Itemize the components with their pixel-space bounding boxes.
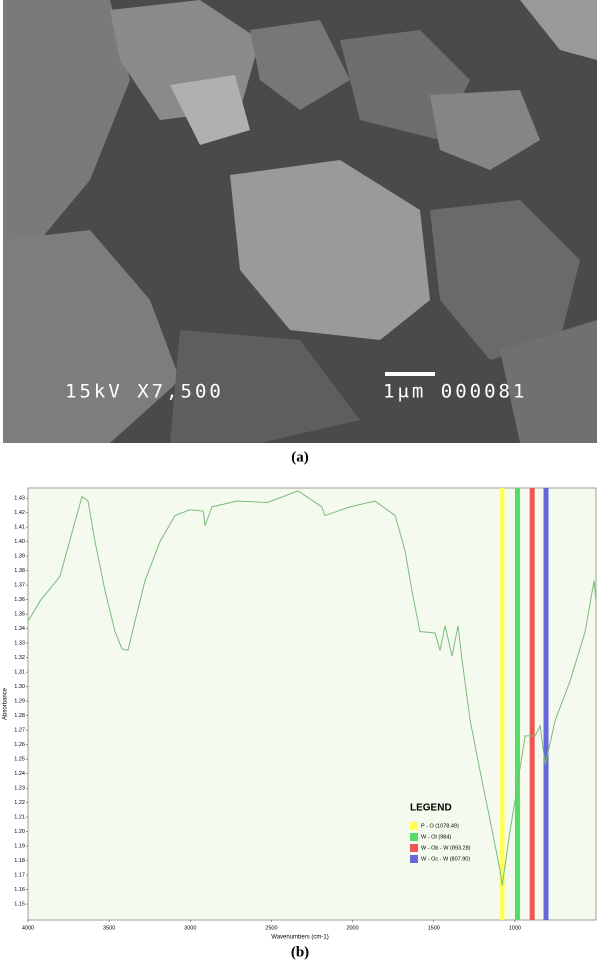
panel-label: (a) — [291, 449, 309, 465]
y-tick-label: 1.27 — [14, 728, 25, 734]
x-axis-label: Wavenumbers (cm-1) — [271, 935, 328, 941]
y-tick-label: 1.19 — [14, 844, 25, 850]
y-tick-label: 1.26 — [14, 742, 25, 748]
y-tick-label: 1.21 — [14, 815, 25, 821]
y-axis-label: Absorbance — [3, 687, 9, 720]
legend-label: W - Oc - W (807.90) — [421, 856, 470, 862]
y-tick-label: 1.17 — [14, 873, 25, 879]
y-tick-label: 1.37 — [14, 583, 25, 589]
y-tick-label: 1.24 — [14, 771, 25, 777]
x-tick-label: 4000 — [22, 925, 34, 931]
x-tick-label: 3000 — [184, 925, 196, 931]
sem-image: 15kV X7,500 1μm 000081 — [3, 0, 597, 443]
y-tick-label: 1.43 — [14, 496, 25, 502]
legend-swatch — [410, 855, 418, 863]
reference-line — [514, 488, 520, 920]
y-tick-label: 1.31 — [14, 670, 25, 676]
y-tick-label: 1.16 — [14, 887, 25, 893]
y-tick-label: 1.33 — [14, 641, 25, 647]
sem-annotation: 1μm 000081 — [383, 381, 527, 403]
legend-swatch — [410, 822, 418, 830]
y-tick-label: 1.25 — [14, 757, 25, 763]
spectrum-line — [27, 490, 597, 886]
panel-label: (b) — [291, 944, 309, 960]
y-tick-label: 1.18 — [14, 858, 25, 864]
x-tick-label: 2000 — [346, 925, 358, 931]
y-tick-label: 1.22 — [14, 800, 25, 806]
y-tick-label: 1.28 — [14, 713, 25, 719]
y-tick-label: 1.29 — [14, 699, 25, 705]
y-tick-label: 1.35 — [14, 612, 25, 618]
y-tick-label: 1.41 — [14, 525, 25, 531]
sem-annotation: 15kV X7,500 — [65, 381, 224, 403]
y-tick-label: 1.42 — [14, 510, 25, 516]
reference-line — [543, 488, 549, 920]
x-tick-label: 1500 — [428, 925, 440, 931]
x-tick-label: 1000 — [509, 925, 521, 931]
reference-line — [529, 488, 535, 920]
y-tick-label: 1.30 — [14, 684, 25, 690]
legend-swatch — [410, 844, 418, 852]
x-tick-label: 2500 — [265, 925, 277, 931]
x-tick-label: 3500 — [103, 925, 115, 931]
y-tick-label: 1.23 — [14, 786, 25, 792]
y-tick-label: 1.36 — [14, 597, 25, 603]
legend-label: P - O (1078.49) — [421, 823, 459, 829]
legend-title: LEGEND — [410, 803, 452, 814]
legend-label: W - Ot (984) — [421, 834, 451, 840]
plot-area — [27, 487, 597, 921]
legend-swatch — [410, 833, 418, 841]
y-tick-label: 1.32 — [14, 655, 25, 661]
y-tick-label: 1.34 — [14, 626, 25, 632]
y-tick-label: 1.38 — [14, 568, 25, 574]
y-tick-label: 1.39 — [14, 554, 25, 560]
reference-line — [499, 488, 505, 920]
y-tick-label: 1.15 — [14, 902, 25, 908]
legend-label: W - Ob - W (893.28) — [421, 845, 471, 851]
y-tick-label: 1.40 — [14, 539, 25, 545]
y-tick-label: 1.20 — [14, 829, 25, 835]
